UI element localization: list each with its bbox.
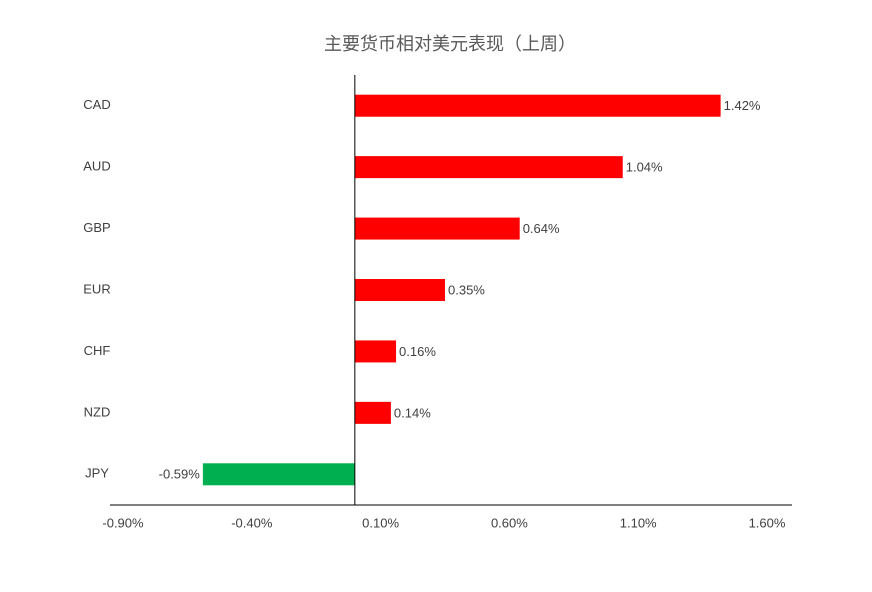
data-label: -0.59% xyxy=(159,467,201,482)
y-tick-label: CHF xyxy=(84,343,111,358)
y-tick-label: EUR xyxy=(83,281,110,296)
x-tick-label: 0.10% xyxy=(362,515,399,530)
data-label: 1.42% xyxy=(724,98,761,113)
data-label: 0.35% xyxy=(448,282,485,297)
y-tick-label: NZD xyxy=(84,404,111,419)
data-label: 0.16% xyxy=(399,344,436,359)
bar xyxy=(354,401,391,424)
bar xyxy=(354,340,397,363)
bar xyxy=(354,279,445,301)
y-tick-label: GBP xyxy=(83,220,110,235)
bar xyxy=(354,156,623,179)
x-tick-label: 0.60% xyxy=(491,515,528,530)
y-tick-label: CAD xyxy=(83,97,110,112)
x-tick-label: -0.40% xyxy=(231,515,273,530)
x-tick-label: 1.60% xyxy=(749,515,786,530)
data-label: 0.64% xyxy=(523,221,560,236)
bar xyxy=(202,463,355,486)
data-label: 0.14% xyxy=(394,405,431,420)
chart-title: 主要货币相对美元表现（上周） xyxy=(324,34,576,54)
y-tick-label: AUD xyxy=(83,159,110,174)
bar xyxy=(354,217,520,240)
data-label: 1.04% xyxy=(626,160,663,175)
x-tick-label: -0.90% xyxy=(102,515,144,530)
x-tick-label: 1.10% xyxy=(620,515,657,530)
bar xyxy=(354,94,721,117)
y-tick-label: JPY xyxy=(85,466,109,481)
